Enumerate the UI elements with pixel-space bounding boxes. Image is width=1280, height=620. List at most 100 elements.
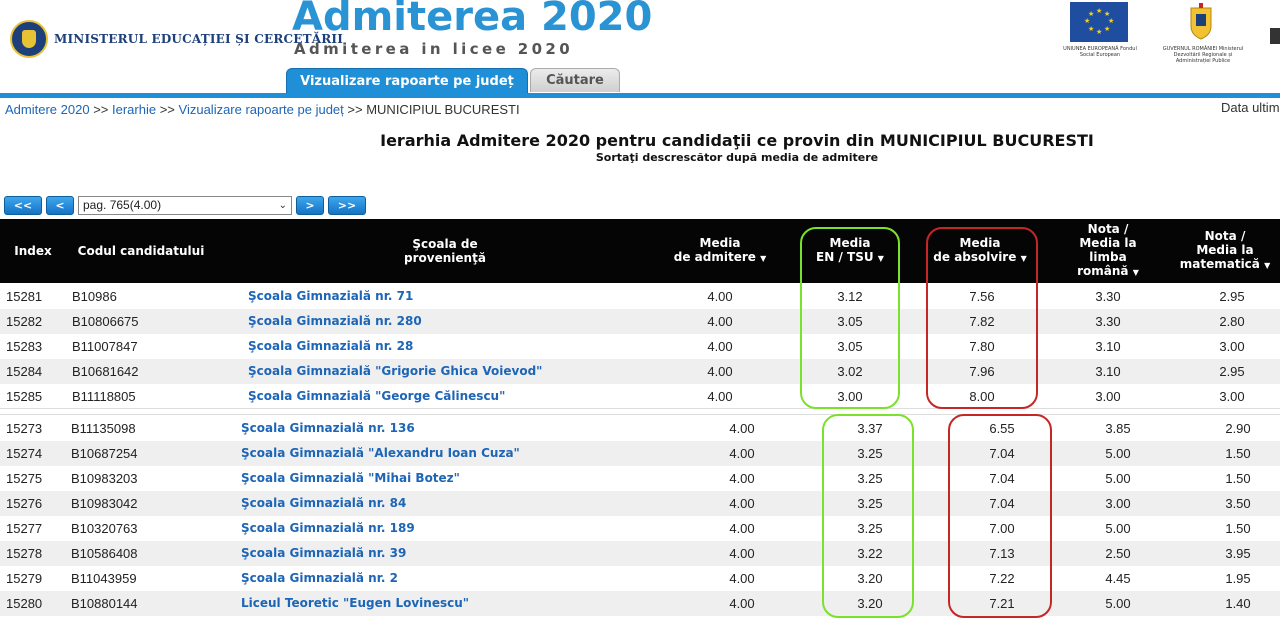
cell-nota-matematica: 1.50 <box>1225 471 1251 486</box>
school-link[interactable]: Şcoala Gimnazială "Grigorie Ghica Voievo… <box>248 364 543 378</box>
cell-nota-matematica: 1.50 <box>1225 521 1251 536</box>
cell-index: 15276 <box>6 496 43 511</box>
cell-media-en: 3.00 <box>837 389 863 404</box>
cell-index: 15275 <box>6 471 43 486</box>
site-subtitle: Admiterea in licee 2020 <box>294 40 574 58</box>
cell-index: 15274 <box>6 446 43 461</box>
table-row: 15277 B10320763 Şcoala Gimnazială nr. 189 4… <box>0 516 1280 541</box>
col-media-admitere[interactable]: Media de admitere ▼ <box>673 236 767 264</box>
school-link[interactable]: Şcoala Gimnazială nr. 28 <box>248 339 414 353</box>
cell-nota-romana: 5.00 <box>1105 521 1131 536</box>
cell-media-absolvire: 7.21 <box>989 596 1015 611</box>
cell-code: B11043959 <box>71 571 137 586</box>
cell-code: B11135098 <box>71 421 136 436</box>
cell-code: B11007847 <box>72 339 138 354</box>
breadcrumb-admitere-2020[interactable]: Admitere 2020 <box>5 102 90 117</box>
cell-media-admitere: 4.00 <box>729 471 755 486</box>
ministry-logo[interactable]: MINISTERUL EDUCAȚIEI ȘI CERCETĂRII <box>10 20 343 58</box>
sort-down-icon: ▼ <box>1020 254 1027 263</box>
cell-media-en: 3.05 <box>837 314 863 329</box>
school-link[interactable]: Şcoala Gimnazială "Alexandru Ioan Cuza" <box>241 446 520 460</box>
cell-nota-matematica: 3.95 <box>1225 546 1251 561</box>
cell-nota-matematica: 2.80 <box>1219 314 1245 329</box>
cell-media-admitere: 4.00 <box>729 546 755 561</box>
school-link[interactable]: Şcoala Gimnazială nr. 84 <box>241 496 407 510</box>
col-media-absolvire[interactable]: Media de absolvire ▼ <box>933 236 1027 264</box>
cell-nota-matematica: 3.00 <box>1219 389 1245 404</box>
cell-code: B10986 <box>72 289 117 304</box>
school-link[interactable]: Şcoala Gimnazială "Mihai Botez" <box>241 471 460 485</box>
cell-media-absolvire: 7.04 <box>989 446 1015 461</box>
school-link[interactable]: Şcoala Gimnazială nr. 189 <box>241 521 415 535</box>
breadcrumb-rapoarte-judet[interactable]: Vizualizare rapoarte pe județ <box>178 102 344 117</box>
cell-code: B10320763 <box>71 521 138 536</box>
school-link[interactable]: Liceul Teoretic "Eugen Lovinescu" <box>241 596 470 610</box>
cell-media-absolvire: 7.04 <box>989 471 1015 486</box>
col-media-en[interactable]: Media EN / TSU ▼ <box>816 236 884 264</box>
table-row: 15278 B10586408 Şcoala Gimnazială nr. 39 4.… <box>0 541 1280 566</box>
table-row: 15276 B10983042 Şcoala Gimnazială nr. 84 4.… <box>0 491 1280 516</box>
breadcrumb-current: MUNICIPIUL BUCURESTI <box>366 102 520 117</box>
tab-rapoarte-judet[interactable]: Vizualizare rapoarte pe județ <box>286 68 528 95</box>
cell-code: B10586408 <box>71 546 138 561</box>
table-row: 15283 B11007847 Şcoala Gimnazială nr. 28 4.… <box>0 334 1280 359</box>
school-link[interactable]: Şcoala Gimnazială nr. 2 <box>241 571 399 585</box>
cell-media-absolvire: 7.04 <box>989 496 1015 511</box>
government-crest-icon <box>1190 3 1212 40</box>
col-school: Şcoala de provenienţă <box>404 237 486 265</box>
page-title: Ierarhia Admitere 2020 pentru candidaţii… <box>380 131 1094 150</box>
cell-nota-matematica: 3.00 <box>1219 339 1245 354</box>
sort-down-icon: ▼ <box>760 254 767 263</box>
cell-index: 15273 <box>6 421 43 436</box>
cell-index: 15283 <box>6 339 43 354</box>
breadcrumb-ierarhie[interactable]: Ierarhie <box>112 102 157 117</box>
table-row: 15273 B11135098 Şcoala Gimnazială nr. 136 4… <box>0 416 1280 441</box>
table-row: 15284 B10681642 Şcoala Gimnazială "Grigori… <box>0 359 1280 384</box>
last-page-button[interactable]: >> <box>328 196 366 215</box>
cell-index: 15284 <box>6 364 43 379</box>
tab-cautare[interactable]: Căutare <box>530 68 620 92</box>
page-subtitle: Sortaţi descrescător după media de admit… <box>595 151 879 164</box>
cell-media-en: 3.20 <box>857 596 883 611</box>
cell-media-absolvire: 8.00 <box>969 389 995 404</box>
site-header: MINISTERUL EDUCAȚIEI ȘI CERCETĂRII Admit… <box>0 0 1280 98</box>
sort-down-icon: ▼ <box>877 254 884 263</box>
school-link[interactable]: Şcoala Gimnazială "George Călinescu" <box>248 389 506 403</box>
cell-code: B10681642 <box>72 364 139 379</box>
partner-logo-icon <box>1270 28 1280 44</box>
cell-code: B10983042 <box>71 496 138 511</box>
cell-nota-romana: 5.00 <box>1105 471 1131 486</box>
cell-media-en: 3.25 <box>857 446 883 461</box>
page-select[interactable]: pag. 765(4.00) ⌄ <box>78 196 292 215</box>
cell-media-absolvire: 7.80 <box>969 339 995 354</box>
page-heading: Ierarhia Admitere 2020 pentru candidaţii… <box>0 131 1280 164</box>
col-nota-romana[interactable]: Nota / Media la limba română ▼ <box>1077 222 1139 278</box>
cell-nota-romana: 3.10 <box>1095 364 1121 379</box>
school-link[interactable]: Şcoala Gimnazială nr. 39 <box>241 546 407 560</box>
cell-media-admitere: 4.00 <box>707 289 733 304</box>
cell-media-absolvire: 7.13 <box>989 546 1015 561</box>
next-page-button[interactable]: > <box>296 196 324 215</box>
col-nota-matematica[interactable]: Nota / Media la matematică ▼ <box>1179 229 1271 271</box>
cell-nota-romana: 3.10 <box>1095 339 1121 354</box>
sort-down-icon: ▼ <box>1132 268 1139 277</box>
cell-nota-romana: 3.85 <box>1105 421 1131 436</box>
prev-page-button[interactable]: < <box>46 196 74 215</box>
cell-nota-matematica: 1.95 <box>1225 571 1251 586</box>
cell-code: B11118805 <box>72 389 136 404</box>
first-page-button[interactable]: << <box>4 196 42 215</box>
cell-nota-matematica: 2.95 <box>1219 289 1245 304</box>
table-row: 15282 B10806675 Şcoala Gimnazială nr. 280 4… <box>0 309 1280 334</box>
table-row: 15285 B11118805 Şcoala Gimnazială "George … <box>0 384 1280 409</box>
cell-nota-romana: 5.00 <box>1105 596 1131 611</box>
school-link[interactable]: Şcoala Gimnazială nr. 136 <box>241 421 415 435</box>
tab-bar <box>0 93 1280 98</box>
cell-media-admitere: 4.00 <box>729 446 755 461</box>
school-link[interactable]: Şcoala Gimnazială nr. 280 <box>248 314 422 328</box>
breadcrumb-separator: >> <box>347 102 363 117</box>
cell-media-absolvire: 7.82 <box>969 314 995 329</box>
school-link[interactable]: Şcoala Gimnazială nr. 71 <box>248 289 414 303</box>
breadcrumb: Admitere 2020 >> Ierarhie >> Vizualizare… <box>5 102 520 117</box>
table-row: 15274 B10687254 Şcoala Gimnazială "Alexand… <box>0 441 1280 466</box>
page-select-value: pag. 765(4.00) <box>83 198 162 212</box>
